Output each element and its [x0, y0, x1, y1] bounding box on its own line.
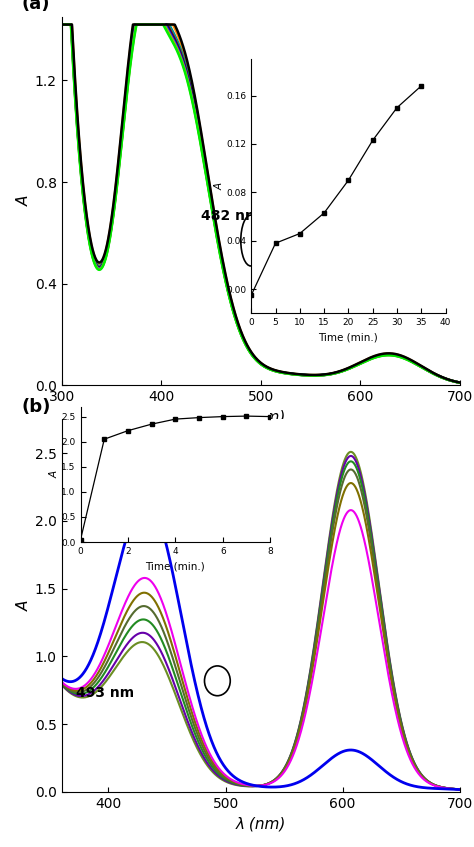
Y-axis label: A: A	[17, 601, 32, 611]
Y-axis label: A: A	[17, 196, 32, 207]
Text: 482 nm: 482 nm	[201, 209, 259, 224]
X-axis label: Time (min.): Time (min.)	[146, 562, 205, 572]
Y-axis label: A: A	[215, 183, 225, 190]
X-axis label: λ (nm): λ (nm)	[236, 410, 286, 425]
X-axis label: Time (min.): Time (min.)	[319, 333, 378, 343]
Y-axis label: A: A	[50, 471, 60, 478]
Text: (b): (b)	[22, 397, 51, 416]
Text: 493 nm: 493 nm	[76, 686, 134, 700]
Text: (a): (a)	[22, 0, 50, 14]
X-axis label: λ (nm): λ (nm)	[236, 817, 286, 832]
